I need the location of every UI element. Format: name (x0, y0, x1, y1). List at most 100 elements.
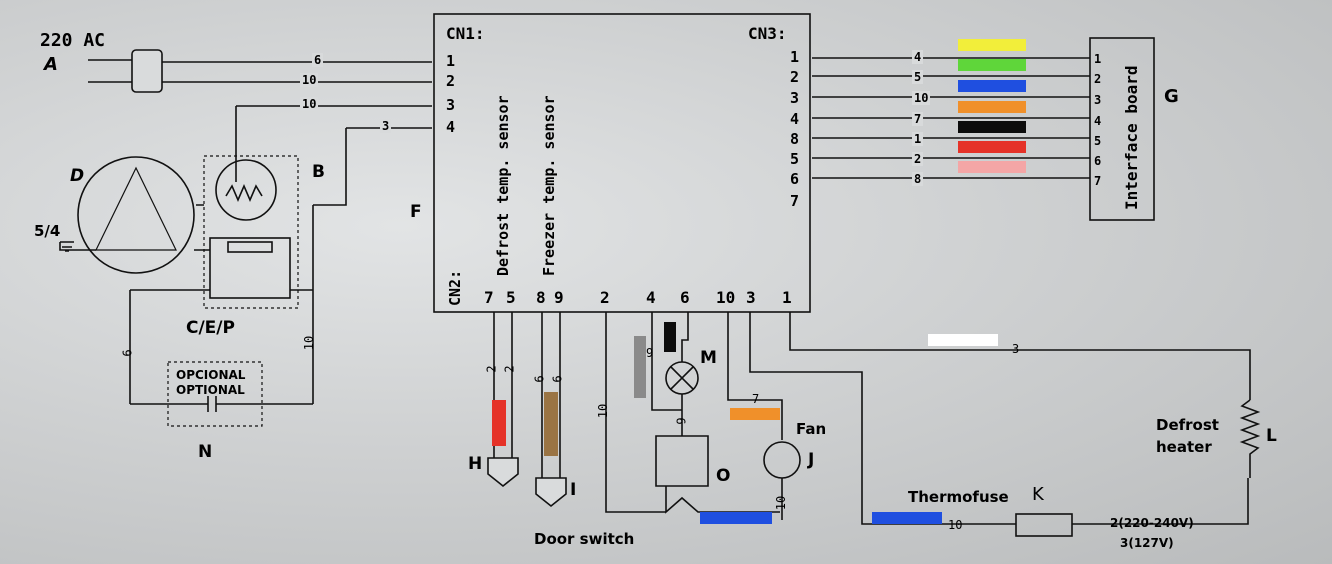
wire-num-thermo: 10 (948, 518, 963, 532)
marker-bar (872, 512, 942, 524)
heater-line2: heater (1156, 438, 1212, 456)
interface-pin: 1 (1094, 52, 1102, 66)
cn2-pin: 5 (506, 288, 516, 307)
wire-num-defrost-b: 2 (502, 365, 517, 373)
defrost-sensor-label: Defrost temp. sensor (494, 95, 512, 276)
cn1-wire-num: 3 (380, 119, 392, 133)
label-m: M (700, 348, 717, 368)
cn1-pin: 2 (446, 72, 456, 90)
wire-color-bar (958, 161, 1026, 173)
cn2-pin: 10 (716, 288, 736, 307)
label-ground: 5/4 (34, 222, 61, 240)
label-a: A (44, 54, 58, 75)
cn3-pin: 1 (790, 48, 800, 66)
wires (59, 13, 1261, 537)
cn2-pin: 4 (646, 288, 656, 307)
label-n: N (198, 442, 213, 462)
cn3-wire-num: 5 (912, 70, 924, 84)
label-o: O (716, 466, 731, 486)
label-l: L (1266, 426, 1277, 446)
cn3-wire-num: 8 (912, 172, 924, 186)
marker-bar (664, 322, 676, 352)
marker-bar (634, 336, 646, 398)
label-cep: C/E/P (186, 318, 235, 338)
label-g: G (1164, 86, 1179, 107)
cn3-pin: 2 (790, 68, 800, 86)
label-j: J (808, 450, 815, 470)
cn2-title: CN2: (446, 269, 464, 306)
marker-bar (492, 400, 506, 446)
label-h: H (468, 454, 483, 474)
optional-line2: OPTIONAL (176, 383, 245, 397)
fan-label: Fan (796, 420, 827, 438)
label-i: I (570, 480, 577, 500)
interface-board-title: Interface board (1122, 65, 1141, 211)
cn2-pin: 3 (746, 288, 756, 307)
cn2-pin: 9 (554, 288, 564, 307)
freezer-sensor-label: Freezer temp. sensor (540, 95, 558, 276)
annotation-bars (492, 322, 998, 524)
cn3-wire-num: 4 (912, 50, 924, 64)
wire-color-bar (958, 141, 1026, 153)
wire-color-bar (958, 80, 1026, 92)
marker-bar (730, 408, 780, 420)
wire-num-fan: 7 (752, 392, 760, 406)
wire-num-fan-low: 10 (774, 495, 789, 511)
cn1-pin: 3 (446, 96, 456, 114)
wire-color-bar (958, 59, 1026, 71)
cn3-wire-num: 10 (912, 91, 931, 105)
marker-bar (700, 512, 772, 524)
cn3-pin: 5 (790, 150, 800, 168)
interface-pin: 4 (1094, 114, 1102, 128)
door-switch-label: Door switch (534, 530, 635, 548)
interface-pin: 2 (1094, 72, 1102, 86)
wire-num-cap-left: 6 (120, 349, 135, 357)
cn3-wire-num: 7 (912, 112, 924, 126)
label-f: F (410, 202, 422, 222)
cn1-pin: 1 (446, 52, 456, 70)
power-voltage: 220 AC (40, 30, 106, 51)
cn3-wire-num: 1 (912, 132, 924, 146)
thermofuse-label: Thermofuse (908, 488, 1009, 506)
wire-num-cap-right: 10 (302, 335, 317, 351)
cn1-wire-num: 6 (312, 53, 324, 67)
interface-pin: 3 (1094, 93, 1102, 107)
cn1-wire-num: 10 (300, 97, 319, 111)
cn3-pin: 4 (790, 110, 800, 128)
interface-pin: 5 (1094, 134, 1102, 148)
color-legend (958, 39, 1026, 173)
wire-color-bar (958, 39, 1026, 51)
wire-num-lamp: 9 (646, 346, 654, 360)
voltage-note-1: 2(220-240V) (1110, 516, 1194, 530)
label-d: D (70, 166, 85, 186)
wire-num-lamp-low: 9 (674, 417, 689, 425)
wire-color-bar (958, 101, 1026, 113)
cn1-wire-num: 10 (300, 73, 319, 87)
wire-num-defrost-a: 2 (484, 365, 499, 373)
cn3-pin: 8 (790, 130, 800, 148)
label-k: K (1032, 484, 1044, 505)
wire-num-freezer-a: 6 (532, 375, 547, 383)
interface-pin: 7 (1094, 174, 1102, 188)
marker-bar (928, 334, 998, 346)
wire-color-bar (958, 121, 1026, 133)
voltage-note-2: 3(127V) (1120, 536, 1174, 550)
cn1-pin: 4 (446, 118, 456, 136)
cn2-pin: 6 (680, 288, 690, 307)
label-b: B (312, 162, 325, 182)
heater-line1: Defrost (1156, 416, 1219, 434)
cn3-wire-num: 2 (912, 152, 924, 166)
wire-num-freezer-b: 6 (550, 375, 565, 383)
cn3-pin: 6 (790, 170, 800, 188)
cn3-pin: 7 (790, 192, 800, 210)
cn3-title: CN3: (748, 24, 787, 43)
cn2-pin: 7 (484, 288, 494, 307)
wire-num-door: 10 (596, 403, 611, 419)
cn3-pin: 3 (790, 89, 800, 107)
cn2-pin: 8 (536, 288, 546, 307)
interface-pin: 6 (1094, 154, 1102, 168)
wire-num-heater: 3 (1012, 342, 1020, 356)
optional-line1: OPCIONAL (176, 368, 246, 382)
